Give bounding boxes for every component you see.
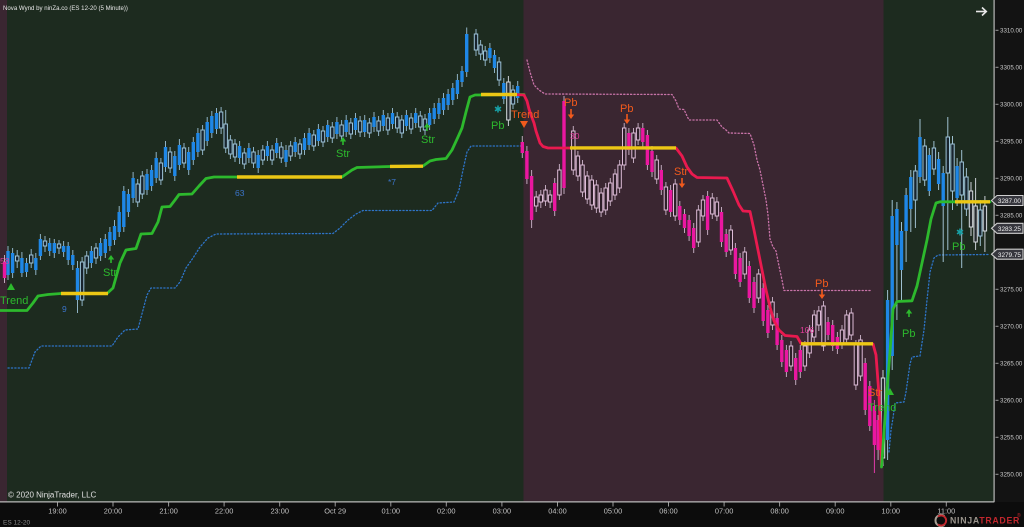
svg-text:3270.00: 3270.00: [1000, 324, 1023, 331]
svg-text:Str: Str: [103, 267, 117, 279]
svg-text:Pb: Pb: [815, 278, 828, 290]
svg-text:23:00: 23:00: [270, 507, 289, 516]
svg-text:3287.00: 3287.00: [998, 198, 1022, 205]
svg-text:3295.00: 3295.00: [1000, 139, 1023, 146]
svg-text:10:00: 10:00: [882, 507, 901, 516]
svg-text:Trend: Trend: [0, 295, 28, 307]
svg-text:Pb: Pb: [620, 103, 633, 115]
svg-text:01:00: 01:00: [382, 507, 401, 516]
svg-text:Pb: Pb: [952, 241, 965, 253]
svg-text:Str: Str: [868, 387, 882, 399]
svg-text:3300.00: 3300.00: [1000, 102, 1023, 109]
svg-text:3275.00: 3275.00: [1000, 287, 1023, 294]
svg-text:3265.00: 3265.00: [1000, 361, 1023, 368]
svg-text:3260.00: 3260.00: [1000, 398, 1023, 405]
svg-text:Str: Str: [421, 134, 435, 146]
svg-text:07:00: 07:00: [715, 507, 734, 516]
svg-text:NINJATRADER: NINJATRADER: [950, 516, 1020, 526]
svg-text:20:00: 20:00: [104, 507, 123, 516]
svg-text:3290.00: 3290.00: [1000, 176, 1023, 183]
svg-text:Oct 29: Oct 29: [324, 507, 346, 516]
svg-text:11:00: 11:00: [937, 507, 955, 516]
svg-text:3285.00: 3285.00: [1000, 213, 1023, 220]
svg-text:Trend: Trend: [511, 109, 539, 121]
svg-text:3305.00: 3305.00: [1000, 65, 1023, 72]
svg-text:30: 30: [570, 131, 580, 141]
svg-text:3250.00: 3250.00: [1000, 472, 1023, 479]
svg-text:®: ®: [1017, 512, 1021, 519]
svg-text:Trend: Trend: [868, 402, 896, 414]
svg-text:Pb: Pb: [902, 328, 915, 340]
svg-text:3279.75: 3279.75: [998, 252, 1022, 259]
svg-text:© 2020 NinjaTrader, LLC: © 2020 NinjaTrader, LLC: [8, 491, 97, 500]
svg-text:9: 9: [62, 304, 67, 314]
svg-text:21:00: 21:00: [159, 507, 178, 516]
svg-text:Str: Str: [336, 148, 350, 160]
svg-text:08:00: 08:00: [770, 507, 789, 516]
svg-text:02:00: 02:00: [437, 507, 456, 516]
svg-text:04:00: 04:00: [548, 507, 567, 516]
svg-text:63: 63: [235, 188, 245, 198]
svg-text:3255.00: 3255.00: [1000, 435, 1023, 442]
svg-text:*7: *7: [388, 177, 396, 187]
svg-text:Str: Str: [674, 166, 688, 178]
svg-text:3283.25: 3283.25: [998, 226, 1022, 233]
svg-text:106: 106: [800, 325, 814, 335]
svg-text:58: 58: [0, 256, 10, 266]
svg-text:3310.00: 3310.00: [1000, 28, 1023, 35]
svg-text:Nova Wynd by ninZa.co (ES 12-2: Nova Wynd by ninZa.co (ES 12-20 (5 Minut…: [3, 5, 128, 12]
svg-text:03:00: 03:00: [493, 507, 512, 516]
svg-text:22:00: 22:00: [215, 507, 234, 516]
svg-text:05:00: 05:00: [604, 507, 623, 516]
svg-text:Pb: Pb: [564, 97, 577, 109]
svg-text:ES 12-20: ES 12-20: [3, 520, 30, 527]
svg-text:Pb: Pb: [491, 120, 504, 132]
svg-text:19:00: 19:00: [48, 507, 67, 516]
svg-text:06:00: 06:00: [659, 507, 678, 516]
svg-text:09:00: 09:00: [826, 507, 845, 516]
